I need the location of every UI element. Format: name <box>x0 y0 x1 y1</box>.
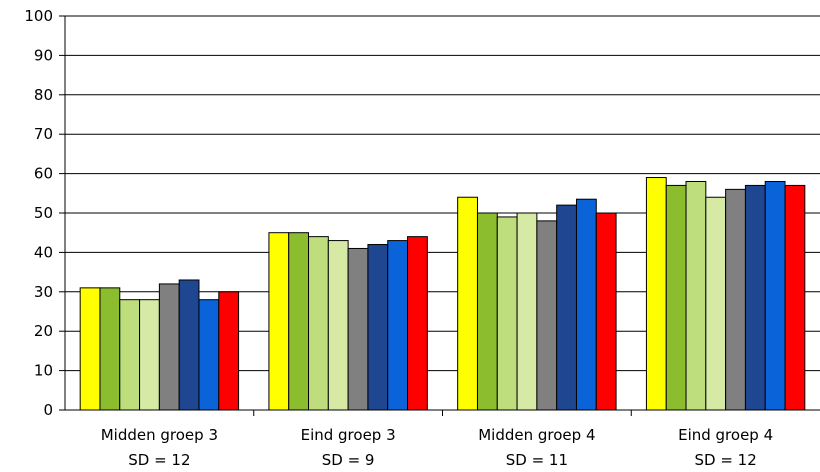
y-axis-tick-labels: 0 10 20 30 40 50 60 70 80 90 100 <box>24 7 65 419</box>
bar <box>288 232 310 411</box>
bar <box>218 291 240 411</box>
bar <box>536 220 558 411</box>
x-category-label: Midden groep 4 <box>478 426 595 444</box>
y-tick-label: 100 <box>24 7 53 25</box>
y-tick-label: 60 <box>34 165 53 183</box>
bar <box>665 184 687 411</box>
bar <box>575 198 597 411</box>
x-category-label: Eind groep 3 <box>301 426 396 444</box>
y-tick-label: 90 <box>34 46 53 64</box>
bar <box>705 196 727 411</box>
bar <box>178 279 200 411</box>
x-category-label: Eind groep 4 <box>678 426 773 444</box>
bar <box>685 180 707 411</box>
x-category-label: Midden groep 3 <box>101 426 218 444</box>
bar <box>119 299 141 411</box>
bar <box>744 184 766 411</box>
bar <box>595 212 617 411</box>
bar <box>347 247 369 411</box>
bar <box>764 180 786 411</box>
bar <box>407 236 428 411</box>
x-category-sd-label: SD = 12 <box>128 451 190 469</box>
bar <box>784 184 806 411</box>
y-tick-label: 20 <box>34 322 53 340</box>
bar <box>139 299 160 411</box>
bar <box>367 244 389 411</box>
bar <box>99 287 121 411</box>
x-axis-category-labels: Midden groep 3 SD = 12 Eind groep 3 SD = 9 M… <box>101 410 773 469</box>
bar <box>268 232 290 411</box>
y-tick-label: 70 <box>34 125 53 143</box>
bar <box>457 196 478 411</box>
y-tick-label: 50 <box>34 204 53 222</box>
bar <box>387 240 409 411</box>
bar <box>496 216 518 411</box>
x-category-sd-label: SD = 11 <box>506 451 568 469</box>
bar <box>327 240 349 411</box>
bars <box>79 177 806 411</box>
bar <box>79 287 101 411</box>
y-tick-label: 40 <box>34 243 53 261</box>
y-tick-label: 30 <box>34 283 53 301</box>
y-tick-label: 10 <box>34 362 53 380</box>
bar <box>725 188 746 411</box>
y-tick-label: 80 <box>34 86 53 104</box>
bar <box>556 204 577 411</box>
bar <box>645 177 667 411</box>
bar <box>476 212 498 411</box>
x-category-sd-label: SD = 9 <box>322 451 375 469</box>
bar <box>158 283 180 411</box>
y-tick-label: 0 <box>43 401 53 419</box>
bar <box>308 236 329 411</box>
bar <box>198 299 220 411</box>
x-category-sd-label: SD = 12 <box>694 451 756 469</box>
bar <box>516 212 538 411</box>
